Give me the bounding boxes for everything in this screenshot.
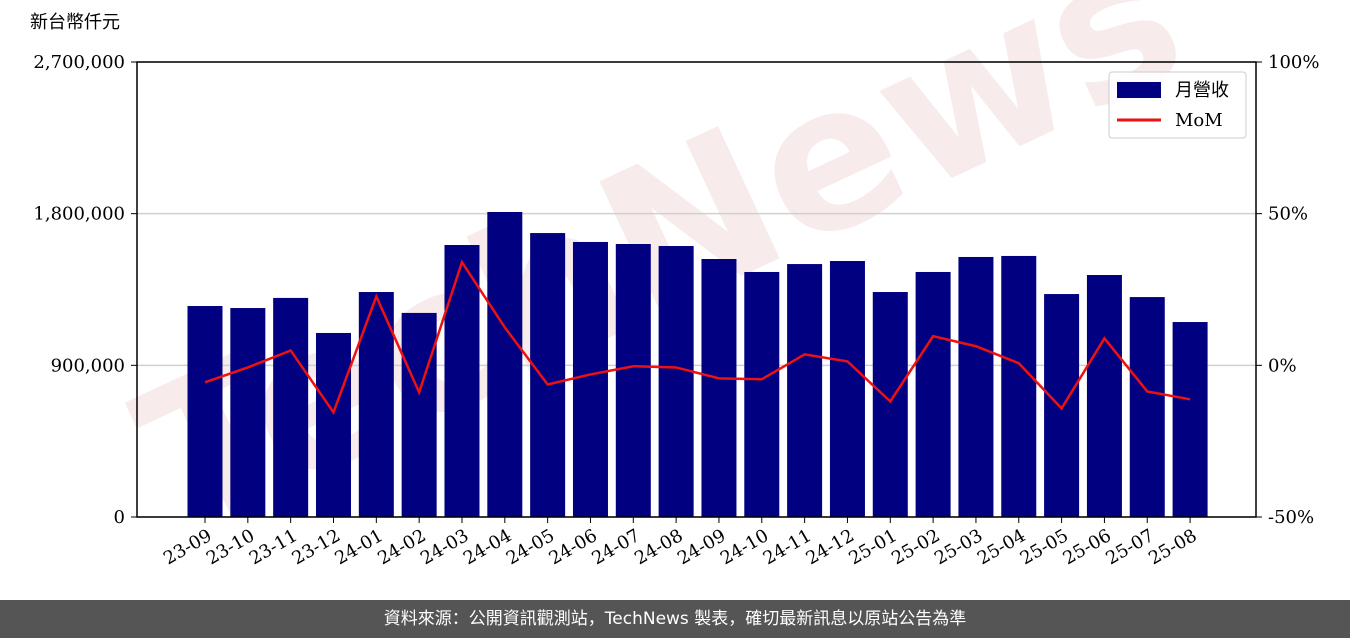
x-tick-label: 24-02 <box>374 525 429 569</box>
bar <box>658 246 694 517</box>
y-tick-label: 1,800,000 <box>33 204 125 225</box>
x-tick-label: 25-05 <box>1017 525 1072 569</box>
bar <box>315 332 351 517</box>
bar <box>530 233 566 517</box>
bar <box>615 244 651 517</box>
x-tick-label: 25-03 <box>931 525 986 569</box>
legend-label: MoM <box>1175 110 1223 131</box>
x-tick-label: 24-12 <box>803 525 858 569</box>
y2-tick-label: 100% <box>1268 52 1319 73</box>
x-tick-label: 24-03 <box>417 525 472 569</box>
bar <box>444 245 480 517</box>
x-tick-label: 24-06 <box>546 525 601 569</box>
chart: 新台幣仟元 TechNews 0900,0001,800,0002,700,00… <box>30 0 1319 579</box>
bar <box>572 241 608 517</box>
bar <box>401 312 437 517</box>
bar <box>787 264 823 517</box>
y-tick-label: 900,000 <box>51 355 125 376</box>
y2-tick-label: 0% <box>1268 355 1297 376</box>
bar <box>487 211 523 517</box>
x-tick-label: 25-01 <box>845 525 900 569</box>
bar <box>1172 322 1208 517</box>
footer: 資料來源：公開資訊觀測站，TechNews 製表，確切最新訊息以原站公告為準 <box>0 600 1350 638</box>
y2-tick-label: 50% <box>1268 204 1308 225</box>
legend-swatch <box>1117 82 1161 98</box>
bar <box>1044 294 1080 517</box>
legend-label: 月營收 <box>1175 80 1229 101</box>
bar <box>1086 275 1122 517</box>
y-tick-label: 0 <box>114 507 125 528</box>
y2-tick-label: -50% <box>1268 507 1314 528</box>
bar <box>744 271 780 517</box>
x-tick-label: 25-07 <box>1102 525 1157 569</box>
bar <box>915 271 951 517</box>
x-tick-label: 25-06 <box>1059 525 1114 569</box>
x-tick-label: 25-04 <box>974 525 1029 569</box>
x-tick-label: 24-04 <box>460 525 515 569</box>
bar <box>1001 255 1037 517</box>
x-tick-label: 24-08 <box>631 525 686 569</box>
bar <box>701 258 737 517</box>
x-tick-label: 24-09 <box>674 525 729 569</box>
bar <box>872 292 908 517</box>
bar <box>230 308 266 517</box>
bar <box>187 306 223 517</box>
plot-frame <box>136 61 1257 518</box>
x-tick-label: 24-11 <box>760 525 815 569</box>
x-tick-label: 24-05 <box>503 525 558 569</box>
x-tick-label: 25-02 <box>888 525 943 569</box>
bar <box>273 297 309 517</box>
bar <box>958 256 994 517</box>
x-tick-label: 24-07 <box>588 525 643 569</box>
line <box>204 259 1191 416</box>
bar <box>829 261 865 517</box>
x-tick-label: 24-01 <box>331 525 386 569</box>
bar <box>1129 297 1165 517</box>
x-tick-label: 25-08 <box>1145 525 1200 569</box>
x-tick-label: 24-10 <box>717 525 772 569</box>
y-tick-label: 2,700,000 <box>33 52 125 73</box>
y-axis-label: 新台幣仟元 <box>30 12 120 33</box>
